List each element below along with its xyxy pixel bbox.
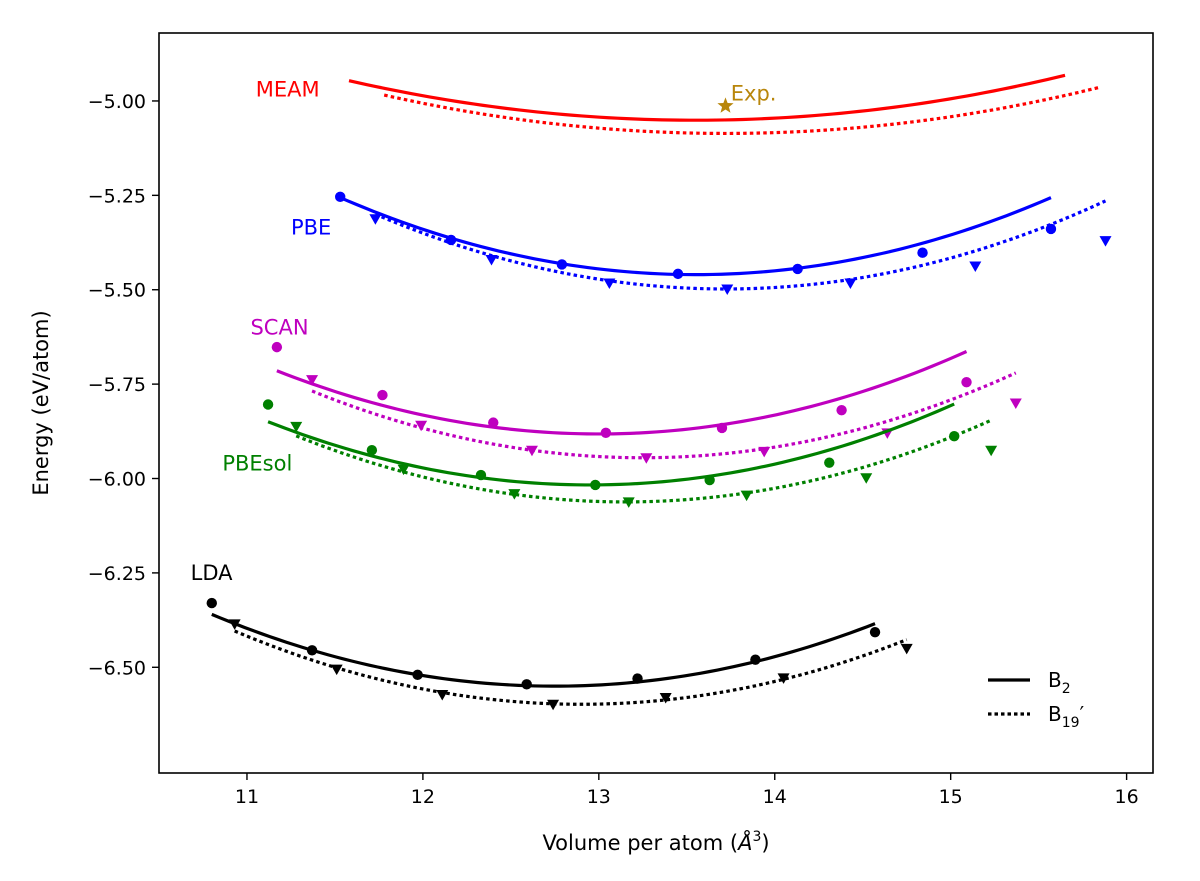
lda-b19-point: [547, 699, 560, 711]
pbe-b2-point: [917, 247, 928, 258]
meam-b19-fit-line: [383, 85, 1101, 136]
y-tick-label: −6.00: [88, 469, 146, 491]
pbesol-b2-fit-line: [267, 402, 955, 487]
x-tick-label: 16: [1115, 786, 1139, 808]
pbe-b19-point: [603, 278, 616, 289]
y-tick-label: −6.25: [88, 563, 146, 585]
y-tick-label: −5.00: [88, 91, 146, 113]
scan-b19-point: [306, 375, 319, 386]
pbesol-b2-point: [949, 431, 960, 442]
lda-b19-point: [436, 689, 449, 701]
pbe-b19-point: [369, 214, 382, 225]
pbesol-b2-point: [366, 444, 378, 456]
exp-star-marker: [717, 97, 734, 113]
lda-b19-point: [659, 692, 672, 704]
scan-b2-point: [271, 341, 283, 353]
pbe-b19-point: [1099, 236, 1112, 247]
scan-b2-point: [716, 422, 728, 434]
pbe-b19-point: [969, 261, 982, 272]
pbe-b19-point: [485, 255, 498, 266]
pbe-b2-point: [1045, 223, 1057, 235]
pbesol-b19-point: [508, 489, 521, 500]
y-tick-label: −5.25: [88, 185, 146, 207]
pbesol-b19-point: [290, 421, 303, 433]
pbesol-b19-point: [622, 497, 635, 508]
pbesol-b19-point: [985, 445, 998, 457]
scan-b19-point: [758, 446, 771, 458]
meam-b2-fit-line: [348, 73, 1066, 122]
plot-frame: [158, 32, 1154, 774]
scan-b19-point: [415, 420, 428, 432]
pbe-b2-fit-line: [337, 195, 1052, 277]
scan-b2-fit-line: [276, 350, 968, 436]
legend: B2 B19′: [988, 668, 1085, 731]
lda-b2-point: [750, 654, 761, 665]
meam-series-label: MEAM: [256, 78, 320, 102]
scan-b2-point: [488, 417, 499, 428]
pbe-series-label: PBE: [291, 215, 331, 239]
lda-b19-point: [330, 664, 343, 676]
x-tick-label: 11: [235, 786, 259, 808]
pbesol-b19-point: [397, 464, 410, 476]
y-tick-label: −6.50: [88, 657, 146, 679]
legend-entry-b2: B2: [1048, 668, 1071, 697]
pbesol-b19-fit-line: [295, 418, 992, 504]
scan-b2-point: [836, 404, 847, 416]
scan-series-label: SCAN: [250, 315, 308, 339]
lda-b2-point: [632, 673, 643, 684]
pbe-b2-point: [445, 234, 457, 246]
x-tick-label: 12: [411, 786, 435, 808]
lda-series-label: LDA: [191, 561, 234, 585]
scan-b2-point: [961, 377, 972, 388]
lda-b2-point: [412, 669, 423, 681]
pbesol-b2-point: [475, 469, 487, 481]
pbesol-b2-point: [824, 457, 835, 468]
lda-b2-point: [306, 645, 318, 656]
y-tick-label: −5.50: [88, 280, 146, 302]
y-tick-label: −5.75: [88, 374, 146, 396]
pbesol-b19-point: [860, 473, 873, 484]
axis-ticks: 11 12 13 14 15 16 −5.00 −5.25 −5.50 −5.75 −6.00 −6.…: [88, 91, 1139, 808]
lda-b2-fit-line: [211, 612, 876, 688]
pbe-b19-fit-line: [374, 199, 1107, 291]
exp-label: Exp.: [731, 81, 777, 105]
pbesol-b2-point: [262, 399, 274, 410]
legend-entry-b19: B19′: [1048, 702, 1085, 731]
lda-b19-point: [228, 619, 241, 630]
x-tick-label: 13: [587, 786, 611, 808]
pbe-b2-point: [556, 259, 568, 270]
scan-b2-point: [377, 389, 388, 401]
lda-b2-point: [869, 626, 881, 638]
plot-area: MEAM PBE SCAN PBEsol LDA Exp.: [191, 73, 1112, 711]
pbesol-b2-point: [704, 474, 715, 486]
x-tick-label: 15: [939, 786, 963, 808]
lda-b19-point: [777, 673, 790, 684]
x-axis-label: Volume per atom (Å3): [542, 829, 769, 855]
pbesol-b2-point: [590, 479, 601, 491]
scan-b19-point: [1009, 398, 1022, 409]
x-tick-label: 14: [763, 786, 787, 808]
pbe-b2-point: [335, 191, 346, 203]
pbe-b19-point: [721, 284, 734, 295]
lda-b19-fit-line: [234, 629, 908, 706]
lda-b2-point: [521, 679, 532, 690]
scan-b19-fit-line: [311, 371, 1017, 460]
pbe-b19-point: [844, 278, 857, 289]
y-axis-label: Energy (eV/atom): [29, 310, 53, 495]
scan-b2-point: [600, 427, 612, 439]
pbesol-series-label: PBEsol: [222, 451, 292, 475]
lda-b2-point: [206, 597, 217, 609]
scan-b19-point: [640, 453, 653, 464]
pbe-b2-point: [792, 263, 803, 275]
lda-b19-point: [900, 643, 913, 655]
pbesol-b19-point: [740, 490, 753, 502]
scan-b19-point: [525, 445, 538, 457]
pbe-b2-point: [672, 268, 684, 280]
